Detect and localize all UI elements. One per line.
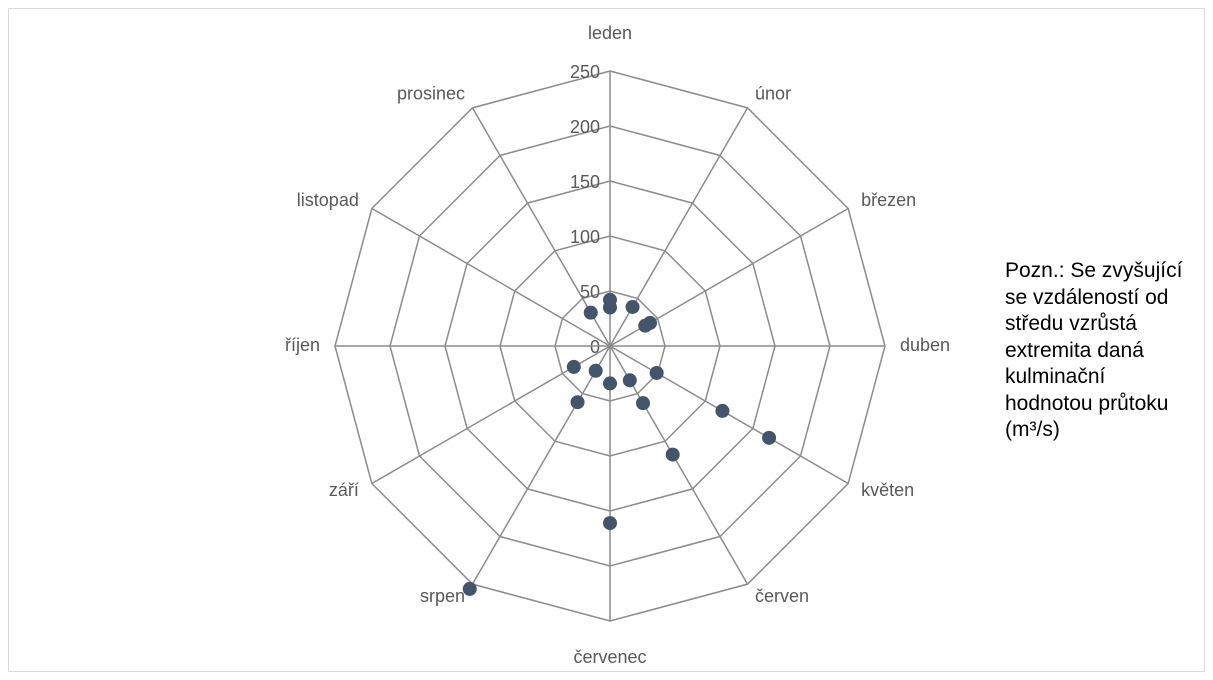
r-tick-label: 50 — [580, 282, 600, 302]
r-tick-label: 250 — [570, 62, 600, 82]
data-point — [566, 359, 581, 374]
data-point — [636, 396, 650, 411]
annotation: Pozn.: Se zvyšující se vzdáleností od st… — [1005, 259, 1183, 441]
category-label: září — [329, 480, 359, 500]
category-label: květen — [861, 480, 914, 500]
data-point — [665, 447, 680, 462]
spoke — [609, 345, 849, 485]
category-label: duben — [900, 335, 950, 355]
data-point — [570, 395, 585, 410]
data-point — [462, 581, 477, 596]
category-label: prosinec — [397, 84, 465, 104]
data-point — [603, 376, 617, 391]
category-label: leden — [588, 23, 632, 43]
data-point — [638, 318, 653, 333]
r-tick-label: 100 — [570, 227, 600, 247]
spoke — [371, 207, 611, 347]
category-label: červen — [755, 586, 809, 606]
spoke — [471, 107, 611, 347]
category-label: listopad — [297, 190, 359, 210]
data-point — [603, 516, 617, 531]
data-point — [603, 300, 617, 315]
data-point — [762, 430, 777, 445]
spoke — [471, 345, 611, 585]
data-point — [622, 373, 637, 388]
r-tick-label: 150 — [570, 172, 600, 192]
category-label: říjen — [285, 335, 320, 355]
r-tick-label: 200 — [570, 117, 600, 137]
category-label: březen — [861, 190, 916, 210]
category-label: únor — [755, 84, 791, 104]
data-point — [625, 299, 640, 314]
data-point — [583, 305, 598, 320]
category-label: srpen — [420, 586, 465, 606]
category-label: červenec — [573, 647, 646, 667]
data-point — [649, 365, 664, 380]
data-point — [715, 403, 730, 418]
data-point — [588, 363, 603, 378]
